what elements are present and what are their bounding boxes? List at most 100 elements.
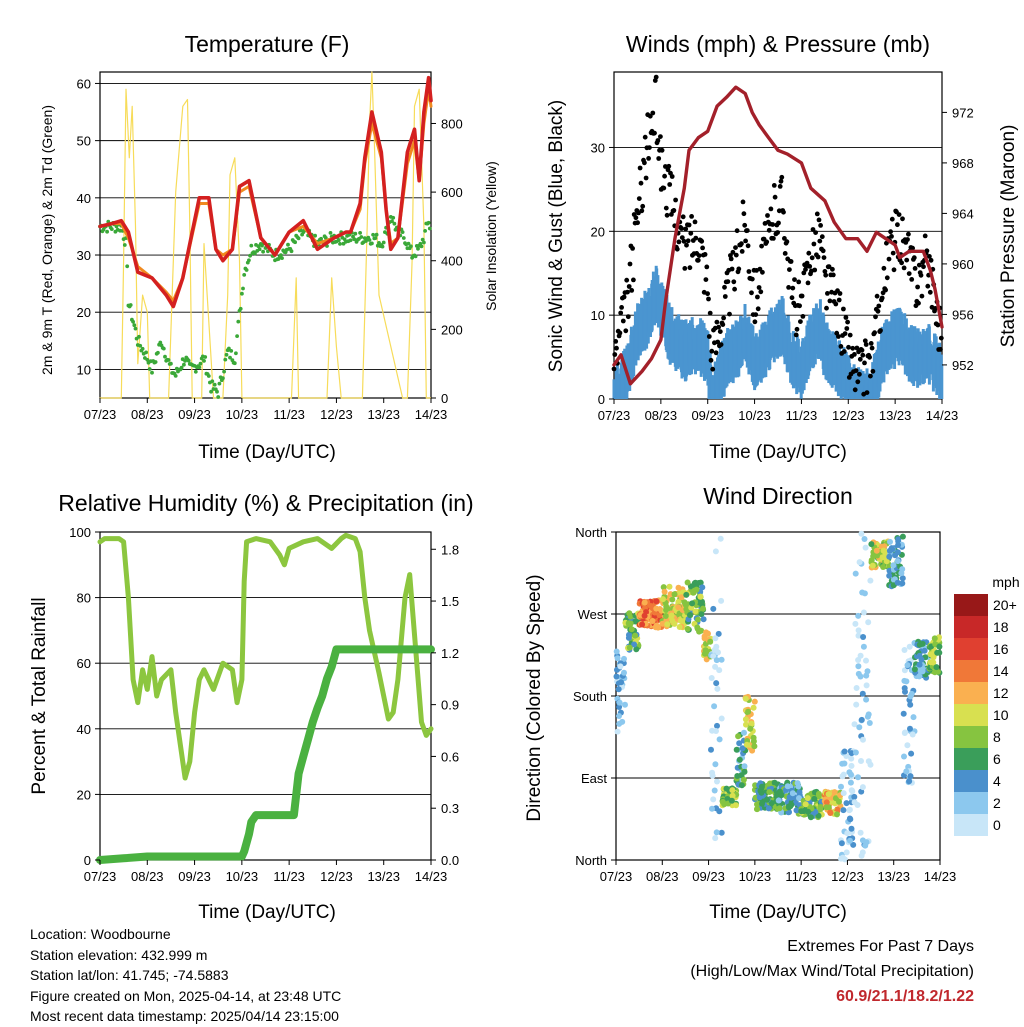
wind-gust-point (819, 234, 825, 240)
wind-direction-point (864, 668, 871, 675)
wind-direction-point (906, 778, 913, 785)
wind-gust-point (814, 211, 820, 217)
wind-gust-point (755, 294, 760, 300)
wind-direction-point (853, 685, 860, 691)
humidity-series (96, 532, 435, 864)
wind-gust-point (812, 267, 818, 273)
dewpoint-point (374, 232, 379, 237)
wind-direction-ytick-label: North (575, 853, 607, 868)
wind-gust-point (749, 290, 754, 296)
dewpoint-point (240, 291, 244, 296)
wind-direction-point (904, 742, 911, 749)
wind-direction-point (916, 661, 923, 668)
wind-gust-point (646, 156, 651, 161)
wind-gust-point (855, 379, 861, 385)
wind-gust-point (787, 267, 792, 272)
dewpoint-point (229, 349, 234, 353)
dewpoint-point (427, 226, 432, 231)
winds-ytick-label: 30 (591, 140, 605, 155)
wind-gust-point (837, 291, 843, 296)
wind-gust-point (862, 360, 867, 366)
dewpoint-point (413, 254, 418, 259)
wind-direction-point (628, 626, 635, 633)
wind-direction-point (815, 812, 822, 819)
wind-direction-point (748, 720, 755, 727)
wind-gust-point (667, 182, 673, 187)
wind-direction-point (848, 825, 855, 832)
wind-direction-point (839, 773, 846, 780)
wind-direction-point (694, 624, 701, 631)
wind-direction-point (850, 841, 857, 848)
wind-direction-point (683, 591, 690, 598)
dewpoint-point (158, 340, 163, 345)
wind-gust-point (778, 178, 784, 184)
wind-gust-point (822, 269, 828, 274)
dewpoint-point (197, 365, 202, 370)
wind-direction-point (711, 787, 718, 794)
wind-gust-point (884, 240, 889, 246)
wind-direction-point (863, 682, 870, 689)
dewpoint-point (223, 357, 228, 362)
dewpoint-point (109, 227, 114, 232)
wind-direction-point (775, 797, 782, 804)
wind-gust-point (624, 277, 630, 283)
wind-gust-point (721, 315, 726, 321)
wind-gust-point (921, 264, 926, 270)
wind-direction-point (699, 584, 706, 591)
wind-direction-point (652, 624, 659, 631)
station-location: Location: Woodbourne (30, 926, 171, 942)
wind-gust-point (806, 250, 812, 256)
wind-gust-point (642, 160, 647, 166)
wind-direction-point (712, 548, 719, 555)
wind-direction-point (666, 583, 673, 590)
temperature-xtick-label: 14/23 (415, 407, 448, 422)
wind-gust-point (910, 245, 915, 251)
wind-gust-point (804, 260, 810, 266)
wind-direction-ylabel: Direction (Colored By Speed) (524, 574, 545, 821)
dewpoint-point (241, 286, 245, 291)
wind-direction-point (776, 788, 783, 795)
wind-gust-point (807, 264, 813, 269)
wind-gust-point (702, 252, 708, 257)
wind-direction-point (855, 632, 862, 639)
wind-direction-point (909, 731, 916, 738)
wind-gust-point (912, 266, 918, 271)
wind-direction-title: Wind Direction (703, 483, 853, 509)
dewpoint-point (234, 351, 238, 356)
dewpoint-point (358, 231, 362, 235)
wind-direction-point (910, 714, 917, 721)
wind-direction-point (750, 704, 757, 711)
wind-direction-point (616, 704, 623, 710)
dewpoint-point (128, 303, 133, 307)
wind-gust-point (766, 227, 772, 233)
wind-direction-xtick-label: 14/23 (924, 869, 957, 884)
humidity-y2tick-label: 1.2 (441, 646, 459, 661)
wind-direction-point (639, 621, 646, 628)
wind-direction-point (702, 647, 709, 654)
dewpoint-point (419, 244, 424, 249)
dewpoint-point (249, 243, 254, 248)
wind-gust-point (833, 301, 839, 307)
winds-y2label: Station Pressure (Maroon) (998, 125, 1019, 348)
humidity-title: Relative Humidity (%) & Precipitation (i… (58, 490, 473, 516)
winds-panel: Winds (mph) & Pressure (mb) 0 10 20 30 952 95… (546, 31, 1019, 463)
wind-direction-point (729, 787, 736, 794)
wind-direction-point (847, 837, 853, 844)
wind-gust-point (682, 266, 688, 271)
humidity-ytick-label: 80 (77, 591, 91, 606)
weather-figure: Temperature (F) 102030405060020040060080… (29, 31, 1020, 923)
wind-gust-point (906, 231, 911, 237)
wind-direction-point (641, 612, 648, 619)
wind-direction-point (901, 647, 908, 653)
wind-direction-point (863, 696, 870, 703)
winds-y2tick-label: 968 (952, 156, 974, 171)
wind-direction-point (615, 686, 622, 693)
dewpoint-point (132, 323, 137, 328)
wind-direction-point (890, 562, 897, 569)
wind-gust-point (890, 250, 896, 256)
wind-direction-point (758, 783, 765, 790)
wind-direction-points (613, 530, 943, 863)
wind-direction-point (733, 746, 740, 753)
wind-gust-point (876, 303, 882, 309)
